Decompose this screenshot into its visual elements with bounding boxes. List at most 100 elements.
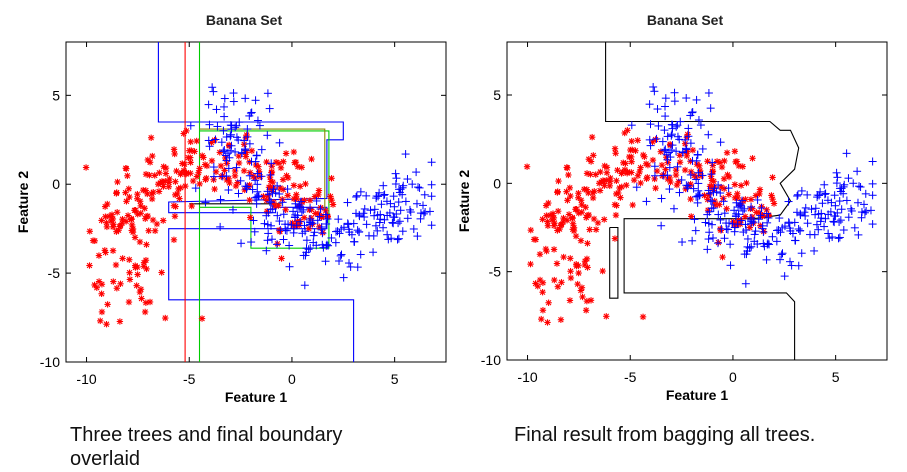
blue-plus-point [753,240,762,249]
blue-plus-point [709,188,718,197]
red-star-point [153,220,161,228]
red-star-point [280,158,287,165]
blue-plus-point [735,201,744,210]
red-star-point [539,289,546,296]
blue-plus-point [289,228,298,237]
blue-plus-point [839,226,848,235]
red-star-point [123,165,130,172]
blue-plus-point [696,121,705,130]
blue-plus-point [304,245,313,254]
blue-plus-point [229,89,238,98]
blue-plus-point [252,199,261,208]
red-star-point [151,227,159,234]
blue-plus-point [754,215,763,224]
red-star-point [226,179,233,187]
red-star-point [102,213,109,220]
blue-plus-point [360,213,369,222]
blue-plus-point [728,219,737,228]
red-star-point [109,247,117,254]
red-star-point [137,202,144,210]
blue-plus-point [353,263,362,272]
blue-plus-point [300,281,309,290]
red-star-point [148,195,156,203]
red-star-point [119,255,126,262]
blue-plus-point [355,227,364,236]
blue-plus-point [703,210,712,219]
red-star-point [637,179,644,187]
red-star-point [112,261,120,269]
blue-plus-point [741,279,750,288]
red-star-point [158,269,165,276]
blue-plus-point [373,211,382,220]
blue-plus-point [730,227,739,236]
red-star-point [611,235,619,242]
blue-plus-point [726,261,735,270]
blue-plus-point [321,257,330,266]
blue-plus-point [405,205,414,214]
blue-plus-point [780,272,789,281]
red-star-point [177,171,184,178]
red-star-point [180,130,187,137]
red-star-point [113,189,120,196]
blue-plus-point [842,196,851,205]
red-star-point [282,150,290,157]
red-star-point [268,163,276,170]
red-star-point [187,170,194,177]
red-star-point [128,221,136,229]
blue-plus-point [706,189,715,198]
red-star-point [126,193,133,201]
blue-plus-point [757,203,766,212]
red-star-point [725,173,733,181]
red-star-point [672,166,680,174]
blue-plus-point [232,163,241,172]
blue-plus-point [224,164,233,173]
blue-plus-point [801,211,810,220]
blue-plus-point [375,218,384,227]
blue-plus-point [335,229,344,238]
blue-plus-point [337,225,346,234]
blue-plus-point [241,94,250,103]
red-star-point [159,179,166,186]
blue-plus-point [797,186,806,195]
red-star-point [98,308,106,316]
red-star-point [523,163,531,170]
blue-plus-point [253,169,262,178]
red-star-point [123,198,130,205]
red-star-point [284,192,292,199]
red-star-point [550,246,558,253]
blue-plus-point [267,159,276,168]
red-star-point [177,184,184,191]
red-star-point [592,171,599,178]
blue-plus-point [318,229,327,238]
blue-plus-point [684,181,693,190]
blue-plus-point [380,190,389,199]
blue-plus-point [420,190,429,199]
blue-plus-point [684,132,693,141]
red-star-point [558,279,565,286]
blue-plus-point [675,135,684,144]
blue-plus-point [247,108,256,117]
blue-plus-point [216,222,225,231]
blue-plus-point [716,189,725,198]
blue-plus-point [294,202,303,211]
blue-plus-point [704,130,713,139]
red-star-point [717,183,725,191]
red-star-point [247,214,254,221]
red-star-point [124,172,131,180]
red-star-point [564,197,571,204]
red-star-point [104,301,111,308]
red-star-point [546,212,554,219]
blue-plus-point [401,197,410,206]
decision-boundary [157,42,355,362]
red-star-point [302,180,309,188]
red-star-point [98,290,105,297]
blue-plus-point [392,209,401,218]
red-star-point [578,209,585,216]
blue-plus-point [346,262,355,271]
blue-plus-point [191,184,200,193]
blue-plus-point [227,141,236,150]
red-star-point [534,282,541,290]
blue-plus-point [221,151,230,160]
red-star-point [676,152,683,159]
blue-plus-point [794,225,803,234]
